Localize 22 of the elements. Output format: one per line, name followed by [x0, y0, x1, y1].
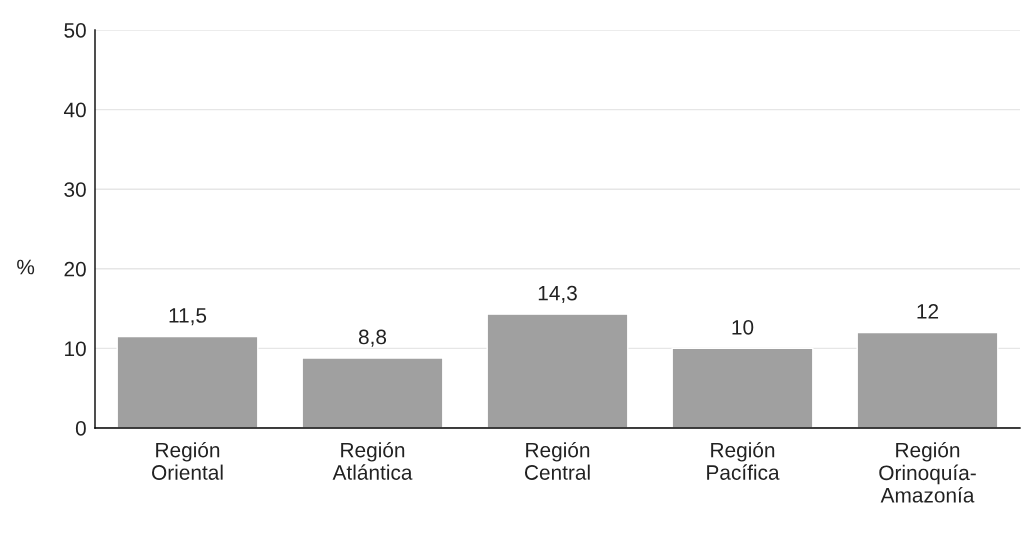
y-tick-label: 20	[64, 261, 86, 277]
bar	[486, 313, 629, 428]
data-label: 11,5	[169, 308, 207, 326]
y-tick-label: 40	[63, 102, 86, 118]
x-tick-label: Región Atlántica	[332, 441, 413, 480]
x-tick-label: Región Pacífica	[707, 441, 780, 480]
data-label: 12	[917, 304, 939, 319]
bar	[301, 357, 444, 428]
x-tick-label: Región Oriental	[152, 441, 223, 480]
data-label: 14,3	[538, 285, 577, 303]
y-axis-title: %	[17, 259, 35, 275]
data-label: 10	[732, 319, 754, 335]
y-tick-label: 0	[75, 421, 86, 436]
x-tick-label: Región Central	[524, 441, 590, 480]
bar	[116, 335, 259, 428]
x-tick-label: Región Orinoquía- Amazonía	[879, 441, 976, 503]
data-label: 8,8	[358, 329, 387, 347]
bar	[856, 331, 999, 428]
bar	[671, 347, 814, 428]
y-tick-label: 50	[64, 23, 86, 38]
y-tick-label: 10	[65, 341, 86, 357]
y-tick-label: 30	[64, 182, 86, 197]
